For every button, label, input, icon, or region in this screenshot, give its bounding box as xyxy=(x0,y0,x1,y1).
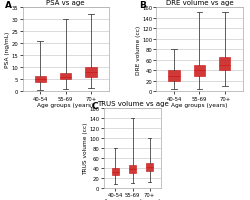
PathPatch shape xyxy=(219,58,230,71)
Y-axis label: TRUS volume (cc): TRUS volume (cc) xyxy=(83,122,88,174)
PathPatch shape xyxy=(129,165,136,173)
PathPatch shape xyxy=(168,71,180,82)
Title: PSA vs age: PSA vs age xyxy=(46,0,85,6)
PathPatch shape xyxy=(34,76,46,82)
Y-axis label: PSA (ng/mL): PSA (ng/mL) xyxy=(5,32,10,68)
PathPatch shape xyxy=(194,66,205,76)
X-axis label: Age groups (years): Age groups (years) xyxy=(104,199,161,200)
PathPatch shape xyxy=(146,163,153,171)
PathPatch shape xyxy=(85,68,97,78)
Text: B: B xyxy=(139,1,146,10)
Text: C: C xyxy=(92,102,98,111)
Text: A: A xyxy=(5,1,12,10)
Title: TRUS volume vs age: TRUS volume vs age xyxy=(96,100,168,106)
X-axis label: Age groups (years): Age groups (years) xyxy=(38,103,94,107)
X-axis label: Age groups (years): Age groups (years) xyxy=(171,103,228,107)
Y-axis label: DRE volume (cc): DRE volume (cc) xyxy=(136,25,140,75)
PathPatch shape xyxy=(60,74,71,80)
Title: DRE volume vs age: DRE volume vs age xyxy=(166,0,233,6)
PathPatch shape xyxy=(112,168,119,176)
